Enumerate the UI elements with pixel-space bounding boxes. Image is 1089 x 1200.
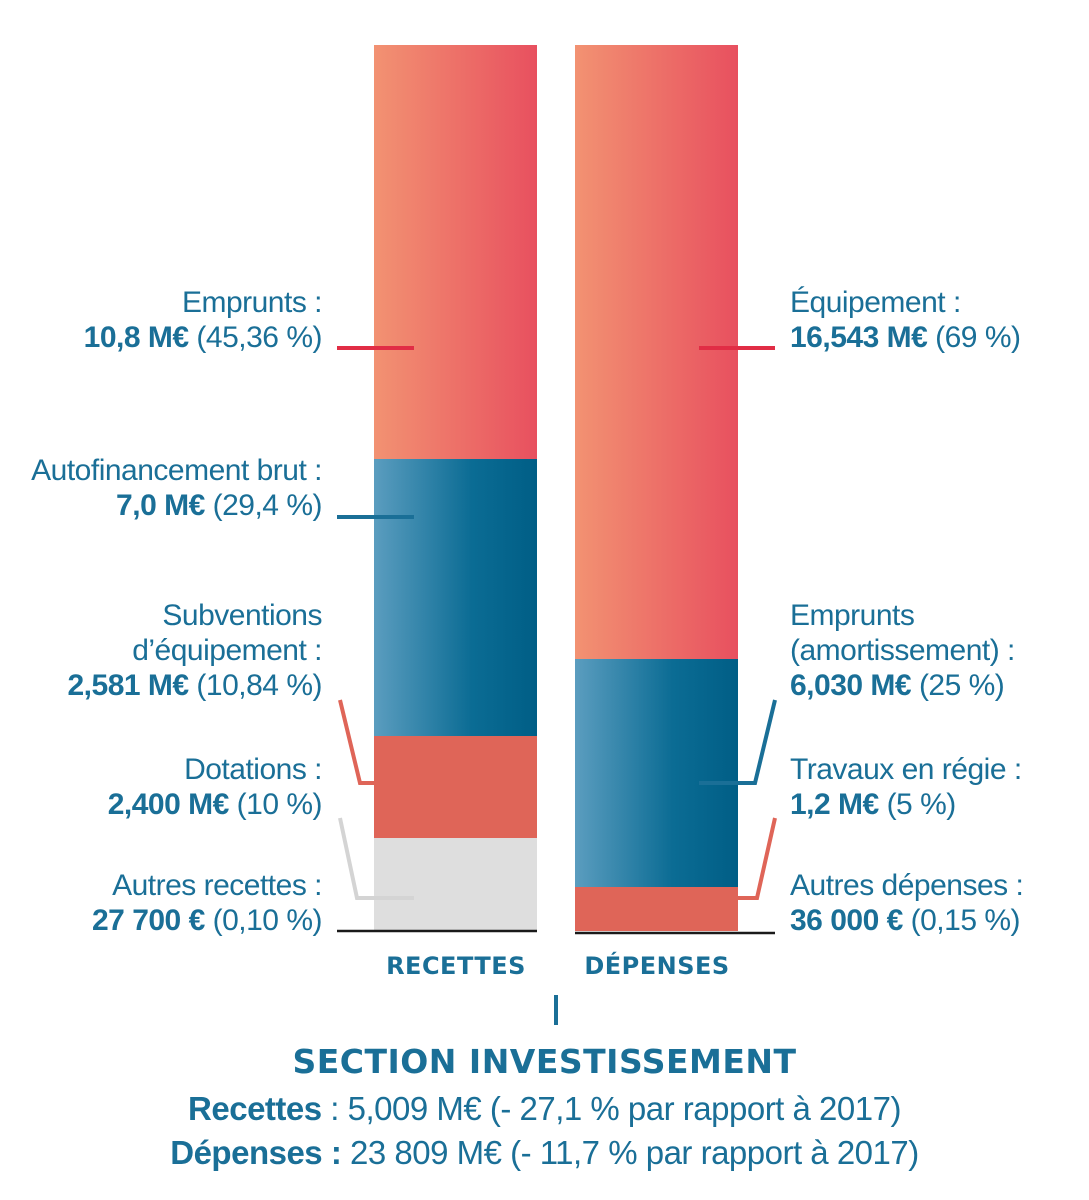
bar-depenses-autres (575, 887, 738, 931)
label-travaux-regie: Travaux en régie : 1,2 M€ (5 %) (790, 753, 1022, 821)
leader-autres-recettes (338, 817, 414, 900)
label-emprunts-amortissement: Emprunts (amortissement) : 6,030 M€ (25 … (790, 599, 1015, 702)
summary-depenses: Dépenses : 23 809 M€ (- 11,7 % par rappo… (0, 1134, 1089, 1172)
label-autres-recettes: Autres recettes : 27 700 € (0,10 %) (91, 869, 323, 937)
leader-emprunts-amort (699, 699, 777, 785)
summary-recettes: Recettes : 5,009 M€ (- 27,1 % par rappor… (0, 1090, 1089, 1128)
bar-depenses-equipement (575, 45, 738, 659)
summary-depenses-text: 23 809 M€ (- 11,7 % par rapport à 2017) (341, 1134, 919, 1171)
bar-recettes-dotations (374, 736, 537, 838)
label-autres-depenses: Autres dépenses : 36 000 € (0,15 %) (790, 869, 1024, 937)
label-autofinancement: Autofinancement brut : 7,0 M€ (29,4 %) (31, 454, 322, 522)
label-subventions: Subventions d’équipement : 2,581 M€ (10,… (67, 599, 322, 702)
bar-recettes-autres (374, 838, 537, 931)
label-dotations: Dotations : 2,400 M€ (10 %) (107, 753, 323, 821)
leader-subventions (338, 699, 414, 785)
axis-label-recettes: RECETTES (386, 952, 526, 980)
bar-depenses-emprunts (575, 659, 738, 887)
bar-recettes-autofinancement (374, 459, 537, 736)
label-emprunts: Emprunts : 10,8 M€ (45,36 %) (83, 286, 323, 354)
section-title: SECTION INVESTISSEMENT (292, 1042, 797, 1081)
leader-autres-depenses (699, 817, 777, 900)
bar-recettes-emprunts (374, 45, 537, 459)
label-equipement: Équipement : 16,543 M€ (69 %) (790, 286, 1021, 354)
axis-label-depenses: DÉPENSES (584, 952, 730, 980)
summary-recettes-text: : 5,009 M€ (- 27,1 % par rapport à 2017) (321, 1090, 901, 1127)
summary-recettes-label: Recettes (188, 1090, 322, 1127)
summary-depenses-label: Dépenses : (170, 1134, 342, 1171)
